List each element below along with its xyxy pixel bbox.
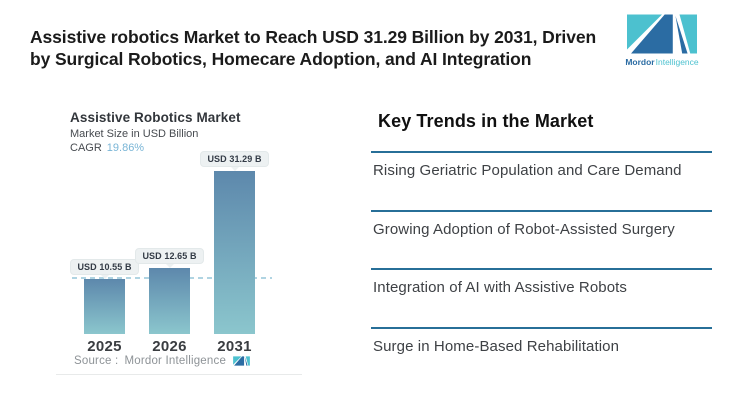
bar-2026 xyxy=(149,268,190,334)
page-headline: Assistive robotics Market to Reach USD 3… xyxy=(30,27,630,70)
source-value: Mordor Intelligence xyxy=(124,355,227,367)
key-trends-panel: Key Trends in the Market Rising Geriatri… xyxy=(371,105,712,355)
brand-name: MordorIntelligence xyxy=(625,57,698,67)
bar-plot: USD 10.55 B 2025 USD 12.65 B 2026 USD 31.29 … xyxy=(70,151,269,355)
bar-value-label: USD 10.55 B xyxy=(70,259,139,275)
source-row: Source : Mordor Intelligence xyxy=(74,355,250,367)
cagr-value: 19.86% xyxy=(106,142,145,154)
trend-item: Rising Geriatric Population and Care Dem… xyxy=(371,151,712,210)
brand-logo: MordorIntelligence xyxy=(621,13,703,67)
bar-2025 xyxy=(84,279,125,334)
chart-bottom-divider xyxy=(56,374,302,375)
chart-cagr: CAGR 19.86% xyxy=(70,142,144,154)
bar-value-label: USD 31.29 B xyxy=(200,151,269,167)
headline-line-1: Assistive robotics Market to Reach USD 3… xyxy=(30,27,597,47)
brand-name-bold: Mordor xyxy=(625,57,655,67)
trend-item: Integration of AI with Assistive Robots xyxy=(371,268,712,327)
source-logo-icon xyxy=(233,356,250,366)
bar-2031 xyxy=(214,171,255,334)
trends-heading: Key Trends in the Market xyxy=(378,111,594,131)
x-axis-label: 2026 xyxy=(152,338,187,355)
x-axis-label: 2031 xyxy=(217,338,252,355)
mordor-intelligence-logo-icon xyxy=(627,14,697,54)
market-size-chart: Assistive Robotics Market Market Size in… xyxy=(46,97,336,382)
pill-caret-icon xyxy=(100,275,109,279)
x-axis-label: 2025 xyxy=(87,338,122,355)
headline-line-2: by Surgical Robotics, Homecare Adoption,… xyxy=(30,48,532,69)
pill-caret-icon xyxy=(165,264,174,268)
bar-value-label: USD 12.65 B xyxy=(135,248,204,264)
cagr-label: CAGR xyxy=(70,142,102,154)
bar-group: USD 10.55 B 2025 xyxy=(70,259,139,355)
chart-subtitle: Market Size in USD Billion xyxy=(70,128,199,140)
trend-item: Growing Adoption of Robot-Assisted Surge… xyxy=(371,209,712,269)
bar-group: USD 31.29 B 2031 xyxy=(200,151,269,355)
trends-list: Rising Geriatric Population and Care Dem… xyxy=(371,151,712,355)
brand-name-light: Intelligence xyxy=(655,57,699,67)
pill-caret-icon xyxy=(230,167,239,171)
trend-item: Surge in Home-Based Rehabilitation xyxy=(371,326,712,355)
chart-title: Assistive Robotics Market xyxy=(70,110,241,125)
source-label: Source : xyxy=(74,355,119,367)
bar-group: USD 12.65 B 2026 xyxy=(135,248,204,355)
